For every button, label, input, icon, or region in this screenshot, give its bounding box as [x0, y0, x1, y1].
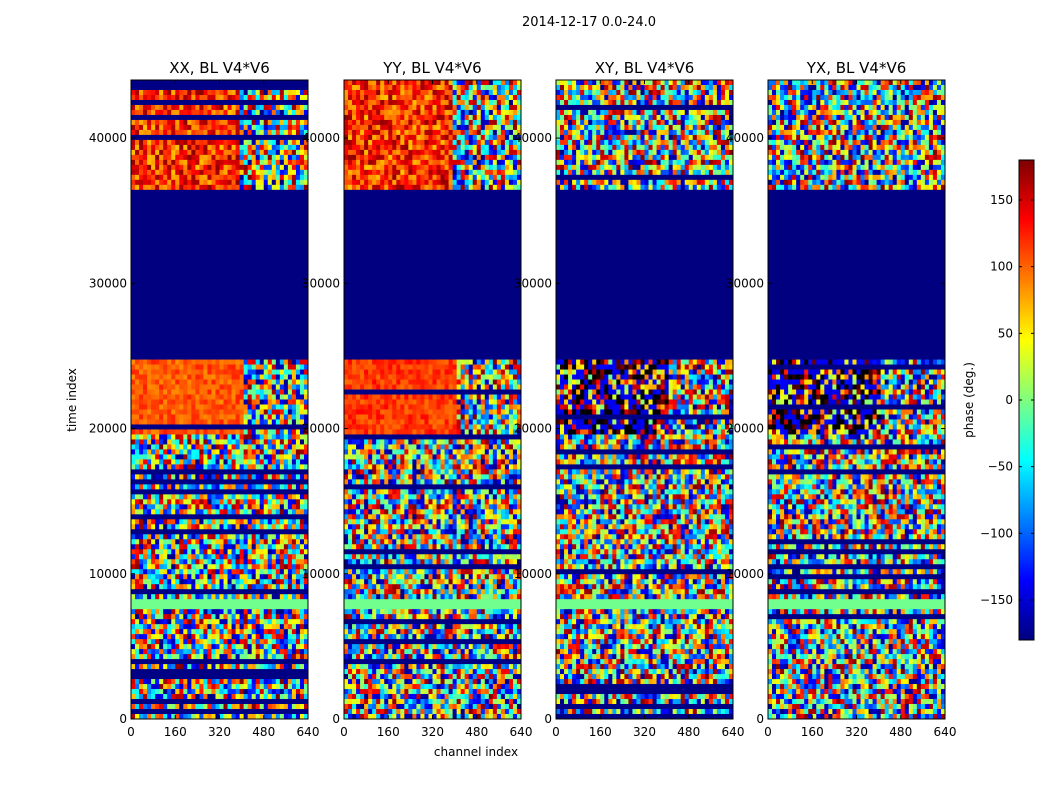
panel-title: YY, BL V4*V6: [382, 59, 481, 77]
x-tick-label: 160: [377, 725, 400, 739]
x-tick-label: 0: [127, 725, 135, 739]
y-tick-label: 0: [332, 712, 340, 726]
y-tick-label: 10000: [726, 567, 764, 581]
colorbar-label: phase (deg.): [962, 362, 976, 438]
x-tick-label: 320: [845, 725, 868, 739]
x-tick-label: 0: [552, 725, 560, 739]
y-tick-label: 30000: [514, 276, 552, 290]
heatmap-cells: [556, 80, 733, 719]
y-tick-label: 10000: [302, 567, 340, 581]
x-tick-label: 640: [722, 725, 745, 739]
y-tick-label: 0: [119, 712, 127, 726]
figure-title: 2014-12-17 0.0-24.0: [522, 15, 656, 30]
figure: 2014-12-17 0.0-24.0 XX, BL V4*V6 0 160 320 4…: [0, 0, 1050, 800]
heatmap-cells: [768, 80, 945, 719]
x-axis-label: channel index: [434, 745, 518, 759]
y-tick-label: 40000: [514, 131, 552, 145]
y-tick-label: 40000: [89, 131, 127, 145]
x-tick-label: 0: [764, 725, 772, 739]
colorbar-tick-label: 50: [998, 326, 1013, 340]
y-tick-label: 30000: [302, 276, 340, 290]
x-tick-label: 480: [465, 725, 488, 739]
colorbar-tick-label: 0: [1005, 393, 1013, 407]
y-tick-label: 0: [756, 712, 764, 726]
x-tick-label: 640: [510, 725, 533, 739]
y-tick-label: 40000: [302, 131, 340, 145]
x-tick-label: 640: [934, 725, 957, 739]
panel-3: XY, BL V4*V6 0 160 320 480 640 0 10000 20000 3000…: [514, 59, 745, 739]
colorbar-tick-label: 100: [990, 260, 1013, 274]
x-tick-label: 640: [297, 725, 320, 739]
x-tick-label: 320: [208, 725, 231, 739]
x-tick-label: 480: [252, 725, 275, 739]
panel-4: YX, BL V4*V6 0 160 320 480 640 0 10000 20000 3000…: [726, 59, 957, 739]
colorbar-tick-label: 150: [990, 193, 1013, 207]
colorbar-tick-label: −150: [980, 593, 1013, 607]
panel-2: YY, BL V4*V6 0 160 320 480 640 0 10000 20000 3000…: [302, 59, 533, 739]
y-tick-label: 20000: [514, 422, 552, 436]
colorbar-tick-label: −50: [988, 460, 1013, 474]
y-tick-label: 0: [544, 712, 552, 726]
x-tick-label: 320: [421, 725, 444, 739]
colorbar: 150 100 50 0 −50 −100 −150 phase (deg.): [962, 160, 1034, 640]
panel-title: YX, BL V4*V6: [806, 59, 907, 77]
y-tick-label: 20000: [89, 422, 127, 436]
y-tick-label: 40000: [726, 131, 764, 145]
x-tick-label: 480: [889, 725, 912, 739]
x-tick-label: 160: [164, 725, 187, 739]
x-tick-label: 160: [801, 725, 824, 739]
y-tick-label: 30000: [726, 276, 764, 290]
colorbar-tick-label: −100: [980, 526, 1013, 540]
x-tick-label: 160: [589, 725, 612, 739]
panel-1: XX, BL V4*V6 0 160 320 480 640 0 10000 20000 3000…: [89, 59, 320, 739]
y-tick-label: 10000: [89, 567, 127, 581]
x-tick-label: 320: [633, 725, 656, 739]
heatmap-cells: [344, 80, 521, 719]
heatmap-cells: [131, 80, 308, 719]
y-tick-label: 20000: [302, 422, 340, 436]
y-tick-label: 20000: [726, 422, 764, 436]
x-tick-label: 480: [677, 725, 700, 739]
y-axis-label: time index: [65, 368, 79, 432]
panel-title: XY, BL V4*V6: [595, 59, 695, 77]
y-tick-label: 30000: [89, 276, 127, 290]
panel-title: XX, BL V4*V6: [169, 59, 270, 77]
x-tick-label: 0: [340, 725, 348, 739]
y-tick-label: 10000: [514, 567, 552, 581]
